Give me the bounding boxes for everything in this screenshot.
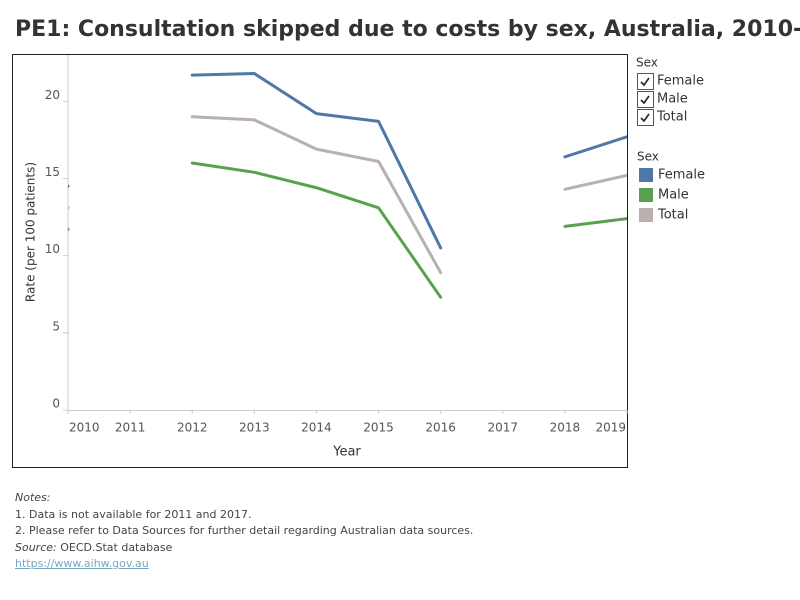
y-axis-title: Rate (per 100 patients) — [24, 162, 38, 302]
notes-heading: Notes: — [15, 491, 51, 504]
filter-checkbox[interactable] — [637, 91, 654, 108]
link[interactable]: https://www.aihw.gov.au — [15, 557, 149, 570]
y-tick-label: 20 — [45, 88, 60, 102]
filter-checkbox[interactable] — [637, 109, 654, 126]
chart: PE1: Consultation skipped due to costs b… — [12, 17, 800, 468]
x-tick-label: 2011 — [115, 421, 146, 435]
plot-area — [68, 72, 627, 299]
source: OECD.Stat database — [60, 540, 173, 554]
x-tick-label: 2018 — [550, 421, 581, 435]
chart-title: PE1: Consultation skipped due to costs b… — [15, 17, 800, 42]
chart-frame — [12, 54, 628, 468]
series-line — [68, 115, 627, 275]
filter-item[interactable]: Total — [656, 110, 687, 125]
note-line: 1. Data is not available for 2011 and 20… — [15, 507, 252, 521]
notes: Notes: 1. Data is not available for 2011… — [15, 490, 473, 573]
x-tick-label: 2012 — [177, 421, 208, 435]
series-line — [68, 72, 627, 250]
x-tick-label: 2015 — [363, 421, 394, 435]
y-tick-label: 10 — [45, 242, 60, 256]
series-line — [68, 161, 627, 299]
legend-swatch — [639, 188, 653, 202]
legend-title: Sex — [637, 150, 659, 164]
x-tick-label: 2014 — [301, 421, 332, 435]
checkmark — [640, 95, 650, 105]
checkmark — [640, 113, 650, 123]
x-tick-label: 2019 — [595, 421, 626, 435]
legend-swatch — [639, 208, 653, 222]
filter-item[interactable]: Female — [657, 74, 704, 89]
x-axis-title: Year — [332, 445, 361, 460]
source-label: Source: — [15, 540, 57, 554]
filter-title: Sex — [636, 56, 658, 70]
filter-item[interactable]: Male — [657, 92, 688, 107]
legend-label: Male — [658, 188, 689, 203]
x-tick-label: 2010 — [69, 421, 100, 435]
x-tick-label: 2017 — [488, 421, 519, 435]
legend-label: Female — [658, 168, 705, 183]
x-tick-label: 2013 — [239, 421, 270, 435]
legend-swatch — [639, 168, 653, 182]
legend-label: Total — [657, 208, 688, 223]
filter-checkbox[interactable] — [637, 73, 654, 90]
note-line: 2. Please refer to Data Sources for furt… — [15, 524, 474, 537]
y-tick-label: 15 — [45, 165, 60, 179]
y-tick-label: 0 — [52, 397, 60, 411]
checkmark — [640, 77, 650, 87]
x-tick-label: 2016 — [425, 421, 456, 435]
y-tick-label: 5 — [52, 319, 60, 333]
